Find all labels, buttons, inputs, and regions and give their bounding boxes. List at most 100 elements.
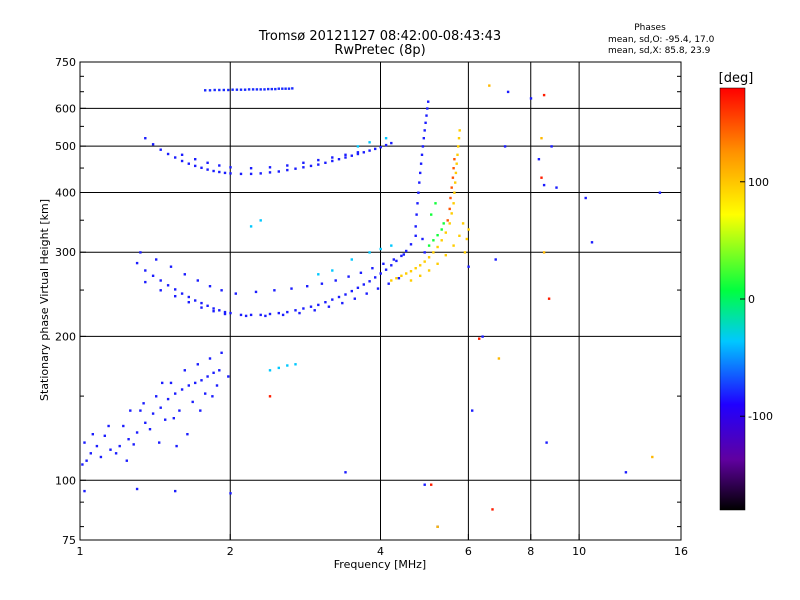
data-point [208,357,212,360]
data-point [390,279,393,282]
y-tick-label: 500 [55,140,76,153]
data-point [186,433,189,436]
data-point [169,265,173,268]
data-point [379,146,382,149]
data-point [277,87,280,90]
data-point [331,156,334,159]
data-point [448,207,451,211]
data-point [127,438,130,441]
data-point [458,129,461,132]
data-point [175,444,178,448]
data-point [317,158,320,162]
data-point [309,305,313,308]
data-point [191,400,194,404]
data-point [465,237,468,241]
data-point [213,88,216,92]
data-point [324,161,327,164]
y-tick-label: 300 [55,246,76,259]
data-point [423,251,426,254]
data-point [624,471,628,474]
data-point [227,88,230,92]
data-point [159,279,162,282]
data-point [286,164,289,167]
data-point [235,88,239,91]
data-point [409,279,413,282]
data-point [444,231,447,234]
data-point [194,381,197,385]
data-point [420,153,424,156]
data-point [376,287,380,290]
data-point [194,158,197,161]
data-point [229,166,232,169]
data-point [317,273,320,276]
data-point [341,301,344,305]
data-point [418,181,421,184]
data-point [331,269,334,272]
data-point [416,202,419,205]
data-point [331,298,334,301]
data-point [506,90,510,94]
data-point [440,239,443,242]
data-point [419,171,422,175]
data-point [268,312,272,316]
data-point [159,289,162,292]
data-point [273,289,276,292]
data-point [95,444,99,448]
colorbar-tick-label: 100 [748,176,769,189]
data-point [425,114,428,117]
data-point [281,87,284,90]
data-point [151,274,155,277]
data-point [392,258,395,261]
data-point [251,88,255,91]
data-point [229,172,232,175]
data-point [223,310,227,314]
data-point [287,87,291,90]
data-point [218,369,221,372]
data-point [286,168,289,172]
data-point [286,364,289,367]
data-point [212,307,215,310]
colorbar-label: [deg] [719,71,754,86]
data-point [419,274,422,277]
data-point [277,366,280,370]
data-point [436,525,439,528]
data-point [359,271,363,274]
data-point [419,162,423,165]
data-point [85,459,88,462]
data-point [212,310,215,313]
data-point [374,276,377,279]
data-point [409,270,413,273]
data-point [452,244,455,247]
y-axis-label: Stationary phase Virtual Height [km] [38,199,51,401]
data-point [374,147,377,151]
stats-box: Phases mean, sd,O: -95.4, 17.0 mean, sd,… [608,23,715,56]
data-point [347,275,350,278]
data-point [135,487,139,491]
data-point [259,219,262,222]
data-point [142,402,145,405]
data-point [223,171,227,175]
data-point [451,176,455,179]
data-point [390,264,393,267]
data-point [405,249,408,253]
data-point [200,301,203,305]
data-point [174,288,177,291]
data-point [382,262,385,265]
data-point [317,303,320,307]
data-point [158,441,161,444]
data-point [371,267,374,270]
data-point [200,379,203,382]
data-point [430,213,433,216]
data-point [284,87,287,90]
data-point [405,272,408,275]
data-point [139,409,142,412]
data-point [103,434,106,437]
x-tick-label: 8 [527,545,534,558]
data-point [277,170,280,173]
data-point [461,222,465,225]
data-point [187,384,190,387]
data-point [174,489,177,493]
data-point [453,158,456,161]
data-point [206,375,209,378]
data-point [350,154,353,157]
